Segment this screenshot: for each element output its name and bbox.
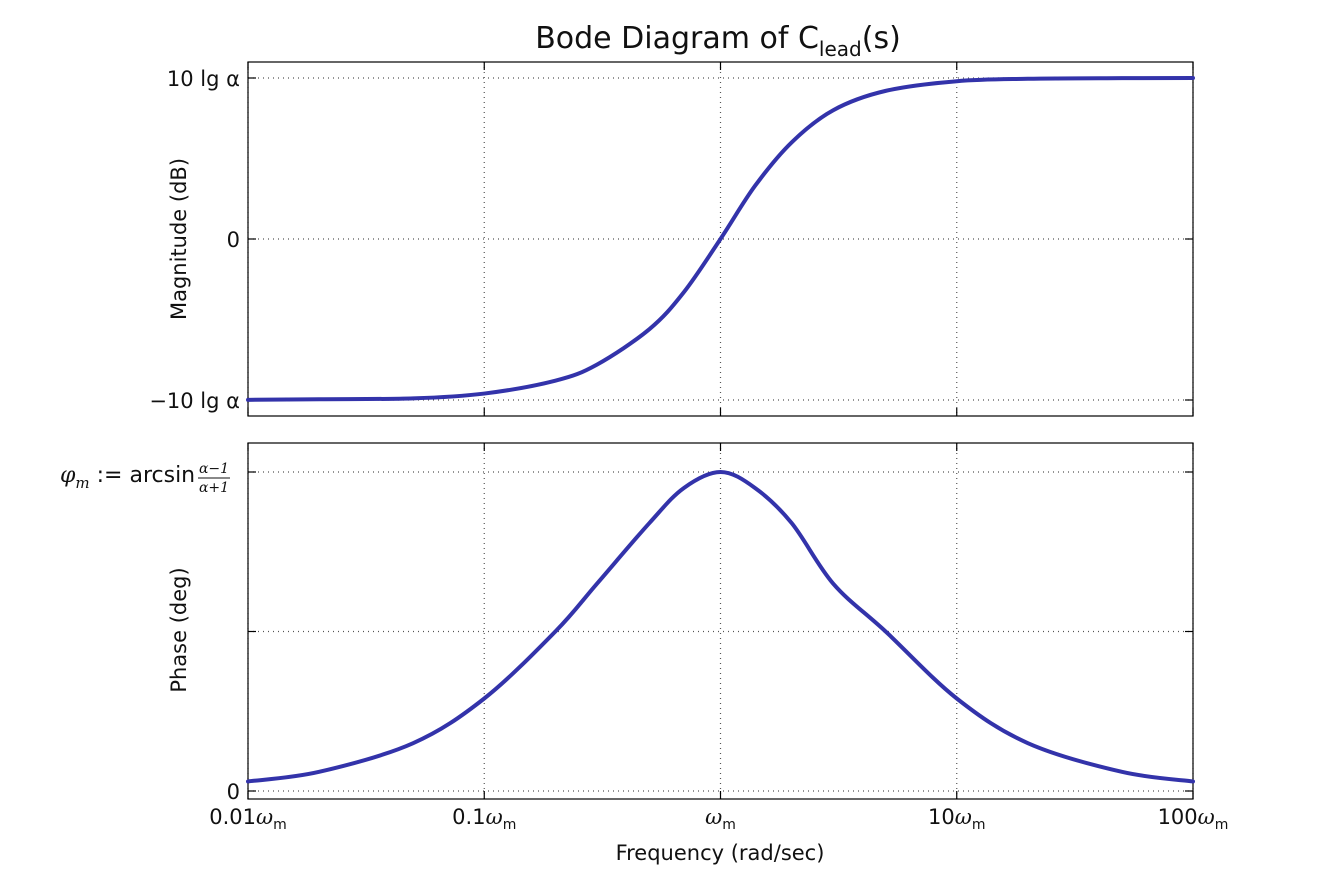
x-tick-label-subscript: m bbox=[1215, 817, 1229, 833]
x-axis-label: Frequency (rad/sec) bbox=[616, 841, 825, 865]
chart-title-main: Bode Diagram of C bbox=[535, 21, 819, 56]
phi-subscript: m bbox=[75, 474, 89, 492]
mag-y-tick-label: −10 lg α bbox=[149, 389, 240, 413]
phase-panel: 0 Phase (deg) φm := arcsin α−1 α+1 bbox=[60, 442, 1195, 804]
phase-ticks bbox=[247, 443, 1194, 799]
phase-curve bbox=[246, 470, 1195, 784]
phi-assign: := arcsin bbox=[90, 463, 196, 488]
phase-axes-frame bbox=[247, 442, 1194, 800]
fraction-numerator: α−1 bbox=[199, 461, 229, 477]
x-tick-label: 100ωm bbox=[1158, 805, 1229, 833]
magnitude-y-tick-labels: −10 lg α 0 10 lg α bbox=[149, 67, 240, 413]
x-tick-label-number: 0.01 bbox=[209, 805, 256, 829]
x-tick-label: 10ωm bbox=[928, 805, 986, 833]
x-tick-label-symbol: ω bbox=[705, 805, 722, 829]
chart-title-subscript: lead bbox=[819, 37, 862, 61]
x-tick-label-symbol: ω bbox=[955, 805, 972, 829]
x-tick-label-subscript: m bbox=[503, 817, 517, 833]
phi-symbol: φ bbox=[60, 463, 76, 488]
x-tick-label: ωm bbox=[705, 805, 736, 833]
phase-y-axis-label: Phase (deg) bbox=[167, 567, 191, 692]
x-tick-label-number: 0.1 bbox=[452, 805, 485, 829]
x-tick-label-symbol: ω bbox=[486, 805, 503, 829]
chart-title-suffix: (s) bbox=[862, 21, 901, 56]
chart-title: Bode Diagram of Clead(s) bbox=[535, 21, 901, 61]
x-tick-labels: 0.01ωm 0.1ωm ωm 10ωm 100ωm bbox=[209, 805, 1228, 833]
x-tick-label-symbol: ω bbox=[256, 805, 273, 829]
phase-y-tick-labels: 0 bbox=[227, 780, 240, 804]
x-tick-label: 0.01ωm bbox=[209, 805, 287, 833]
magnitude-panel: −10 lg α 0 10 lg α Magnitude (dB) bbox=[149, 61, 1195, 417]
mag-y-tick-label: 0 bbox=[227, 228, 240, 252]
x-tick-label-subscript: m bbox=[722, 817, 736, 833]
x-tick-label: 0.1ωm bbox=[452, 805, 516, 833]
mag-y-tick-label: 10 lg α bbox=[167, 67, 240, 91]
magnitude-y-axis-label: Magnitude (dB) bbox=[167, 158, 191, 320]
phase-max-annotation: φm := arcsin α−1 α+1 bbox=[60, 461, 230, 496]
x-tick-label-number: 100 bbox=[1158, 805, 1198, 829]
fraction-denominator: α+1 bbox=[199, 480, 229, 496]
x-tick-label-symbol: ω bbox=[1198, 805, 1215, 829]
ph-y-tick-label: 0 bbox=[227, 780, 240, 804]
magnitude-curve bbox=[246, 76, 1195, 402]
phase-grid bbox=[247, 443, 1194, 799]
x-tick-label-number: 10 bbox=[928, 805, 955, 829]
phase-max-label: φm := arcsin bbox=[60, 463, 195, 492]
x-tick-label-subscript: m bbox=[273, 817, 287, 833]
x-tick-label-subscript: m bbox=[972, 817, 986, 833]
